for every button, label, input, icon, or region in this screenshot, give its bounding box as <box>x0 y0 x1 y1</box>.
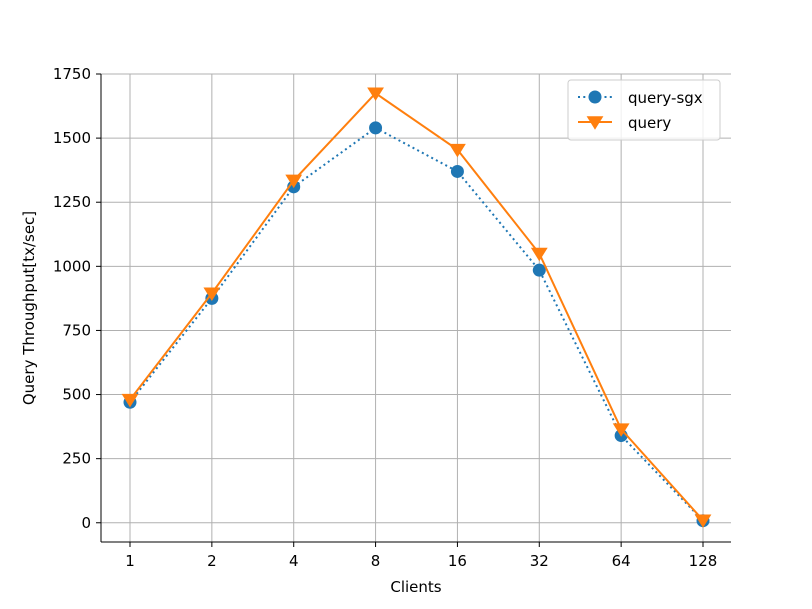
legend-box <box>567 79 721 141</box>
series-line-query <box>129 91 704 521</box>
series-line-query-sgx <box>129 126 704 522</box>
series-layer <box>121 87 712 528</box>
legend-entry-query <box>578 116 612 130</box>
data-point-query <box>367 87 384 101</box>
x-axis-label: Clients <box>390 578 441 596</box>
x-tick-label: 4 <box>289 552 299 570</box>
tick-labels: 1 2 4 8 16 32 64 128 0 250 500 750 1000 1250 1500 1750 <box>53 65 718 570</box>
series-query <box>121 87 712 528</box>
y-tick-label: 0 <box>81 514 91 532</box>
y-tick-label: 1250 <box>53 193 91 211</box>
x-tick-label: 16 <box>448 552 467 570</box>
legend-label-query: query <box>628 114 671 132</box>
legend-label-query-sgx: query-sgx <box>628 89 703 107</box>
data-point-query <box>612 423 630 437</box>
x-tick-label: 8 <box>371 552 381 570</box>
data-point-query-sgx <box>369 121 383 135</box>
x-tick-label: 64 <box>612 552 631 570</box>
x-tick-label: 128 <box>689 552 718 570</box>
data-point-query <box>530 247 548 262</box>
legend-marker-query-sgx <box>588 90 602 104</box>
data-point-query-sgx <box>450 164 464 178</box>
grid-lines <box>101 73 731 542</box>
data-point-query <box>285 174 303 189</box>
data-point-query-sgx <box>532 263 546 277</box>
x-tick-label: 32 <box>530 552 549 570</box>
legend-marker-query <box>586 116 604 130</box>
x-tick-label: 2 <box>207 552 217 570</box>
y-tick-label: 1750 <box>53 65 91 83</box>
axes <box>96 73 731 547</box>
legend-entry-query-sgx <box>578 90 612 104</box>
y-axis-label: Query Throughput[tx/sec] <box>20 211 38 405</box>
data-point-query <box>449 143 466 158</box>
data-point-query <box>694 514 712 528</box>
y-tick-label: 1500 <box>53 129 91 147</box>
y-tick-label: 500 <box>62 386 91 404</box>
data-point-query <box>121 393 139 408</box>
x-tick-label: 1 <box>125 552 135 570</box>
y-tick-label: 1000 <box>53 257 91 275</box>
y-tick-label: 250 <box>62 450 91 468</box>
y-tick-label: 750 <box>62 321 91 339</box>
legend: query-sgx query <box>567 79 721 141</box>
data-point-query <box>203 287 221 301</box>
